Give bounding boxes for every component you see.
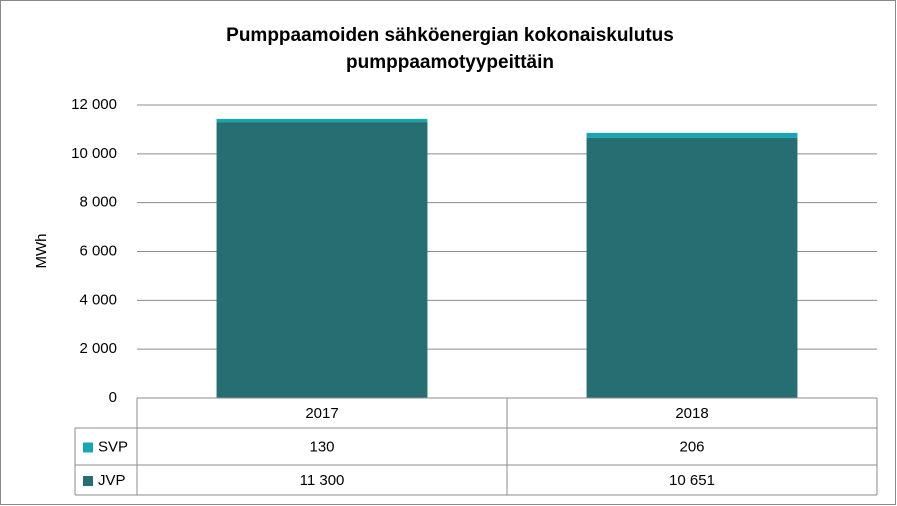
y-tick-label: 6 000	[79, 242, 117, 259]
legend-label: JVP	[98, 472, 126, 489]
y-axis-label: MWh	[33, 234, 50, 269]
x-tick-label: 2017	[305, 405, 338, 422]
chart-title: Pumppaamoiden sähköenergian kokonaiskulu…	[226, 25, 674, 46]
legend-label: SVP	[98, 438, 128, 455]
table-value: 130	[309, 438, 334, 455]
y-tick-label: 12 000	[71, 96, 117, 113]
y-tick-label: 10 000	[71, 145, 117, 162]
legend-swatch	[83, 476, 93, 486]
x-tick-label: 2018	[675, 405, 708, 422]
y-tick-label: 8 000	[79, 194, 117, 211]
legend-swatch	[83, 442, 93, 453]
y-tick-label: 0	[109, 389, 117, 406]
bar-segment	[216, 122, 428, 398]
y-tick-label: 4 000	[79, 291, 117, 308]
bar-segment	[586, 132, 798, 138]
y-tick-label: 2 000	[79, 340, 117, 357]
table-value: 10 651	[669, 472, 715, 489]
bar-segment	[586, 137, 798, 398]
table-value: 206	[679, 438, 704, 455]
table-value: 11 300	[300, 472, 345, 489]
bar-segment	[216, 118, 428, 123]
chart-title: pumppaamotyypeittäin	[346, 52, 554, 73]
